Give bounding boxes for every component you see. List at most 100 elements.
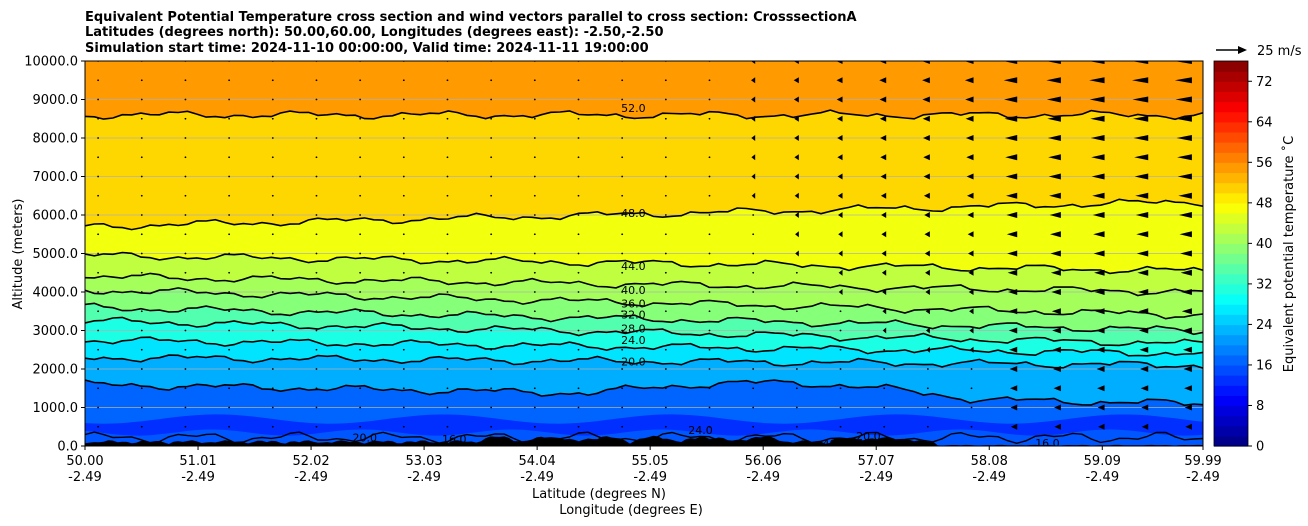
- wind-vector: [1132, 77, 1149, 84]
- wind-vector: [271, 175, 274, 178]
- wind-vector: [490, 233, 493, 236]
- wind-vector: [881, 250, 887, 257]
- wind-vector: [228, 329, 231, 332]
- wind-vector: [621, 214, 624, 216]
- wind-vector: [795, 348, 798, 351]
- colorbar-tick-label: 8: [1256, 399, 1264, 414]
- colorbar-segment: [1214, 415, 1248, 427]
- wind-vector: [708, 271, 711, 274]
- wind-vector: [315, 117, 318, 120]
- wind-vector: [1047, 115, 1061, 122]
- colorbar-segment: [1214, 182, 1248, 194]
- wind-vector: [184, 233, 187, 236]
- colorbar-segment: [1214, 314, 1248, 326]
- wind-vector: [490, 329, 493, 332]
- wind-vector: [708, 291, 711, 293]
- wind-vector: [964, 77, 974, 84]
- colorbar-segment: [1214, 253, 1248, 265]
- wind-vector: [402, 252, 405, 255]
- title-line-1: Equivalent Potential Temperature cross s…: [85, 10, 857, 25]
- colorbar-segment: [1214, 131, 1248, 143]
- colorbar-segment: [1214, 395, 1248, 407]
- wind-vector: [752, 214, 755, 216]
- x-tick-label-lon: -2.49: [294, 470, 328, 485]
- wind-vector: [1180, 269, 1192, 276]
- wind-vector: [664, 117, 667, 120]
- wind-vector: [140, 98, 143, 101]
- colorbar-segment: [1214, 142, 1248, 153]
- wind-vector: [1049, 192, 1061, 199]
- wind-vector: [533, 79, 536, 82]
- wind-vector: [359, 137, 362, 139]
- wind-vector: [967, 212, 974, 218]
- wind-vector: [794, 173, 799, 180]
- wind-vector: [664, 137, 667, 139]
- wind-vector: [1089, 77, 1105, 84]
- contour-line: [85, 198, 1203, 231]
- wind-vector: [970, 406, 973, 409]
- colorbar-frame: [1213, 60, 1249, 447]
- wind-vector: [838, 269, 843, 276]
- wind-vector: [1141, 423, 1149, 430]
- wind-vector: [1009, 346, 1018, 353]
- wind-vector: [271, 156, 274, 159]
- wind-vector: [922, 96, 930, 103]
- plot-area: 20.024.028.032.036.040.044.048.052.020.0…: [85, 61, 1203, 446]
- wind-vector: [315, 271, 318, 274]
- wind-vector: [883, 348, 886, 351]
- x-tick-label-lat: 52.02: [292, 454, 329, 469]
- wind-vectors: [97, 61, 1192, 430]
- wind-vector: [881, 269, 887, 276]
- wind-vector: [1139, 346, 1149, 353]
- wind-vector: [271, 117, 274, 120]
- wind-vector: [966, 173, 974, 180]
- colorbar-segment: [1214, 101, 1248, 113]
- contour-lines: [85, 109, 1203, 445]
- wind-vector: [621, 406, 624, 409]
- wind-vector: [881, 212, 887, 218]
- wind-vector: [533, 117, 536, 120]
- wind-vector: [359, 425, 362, 428]
- wind-vector: [533, 271, 536, 274]
- wind-vector: [751, 173, 756, 180]
- wind-vector: [577, 117, 580, 120]
- wind-vector: [879, 77, 887, 84]
- wind-vector: [1004, 96, 1018, 103]
- wind-vector: [359, 252, 362, 255]
- wind-vector: [752, 387, 755, 390]
- wind-vector: [1010, 404, 1018, 411]
- wind-vector: [228, 387, 231, 390]
- wind-vector: [664, 271, 667, 274]
- chart-title: Equivalent Potential Temperature cross s…: [85, 10, 857, 56]
- wind-vector: [446, 79, 449, 82]
- wind-vector: [490, 79, 493, 82]
- wind-vector: [315, 98, 318, 101]
- colorbar-segment: [1214, 435, 1248, 447]
- wind-vector: [1051, 308, 1061, 315]
- wind-vector: [708, 79, 711, 82]
- colorbar-tick-label: 40: [1256, 237, 1273, 252]
- wind-vector: [402, 425, 405, 428]
- wind-vector: [1136, 250, 1149, 257]
- wind-vector: [1052, 327, 1061, 334]
- wind-vector: [794, 154, 799, 161]
- wind-vector: [621, 117, 624, 120]
- wind-vector: [228, 271, 231, 274]
- wind-vector: [1097, 404, 1105, 411]
- wind-vector: [490, 387, 493, 390]
- wind-vector: [1050, 269, 1061, 276]
- wind-vector: [271, 98, 274, 101]
- colorbar-segment: [1214, 273, 1248, 285]
- wind-vector: [315, 156, 318, 159]
- wind-vector: [359, 156, 362, 159]
- y-tick-label: 5000.0: [33, 247, 79, 262]
- wind-vector: [1175, 96, 1192, 103]
- wind-vector: [1050, 250, 1061, 257]
- wind-vector: [664, 252, 667, 255]
- wind-vector: [446, 271, 449, 274]
- wind-vector: [315, 79, 318, 82]
- wind-vector: [402, 329, 405, 332]
- wind-vector: [533, 98, 536, 101]
- wind-reference-label: 25 m/s: [1257, 44, 1302, 59]
- x-tick-label-lon: -2.49: [1085, 470, 1119, 485]
